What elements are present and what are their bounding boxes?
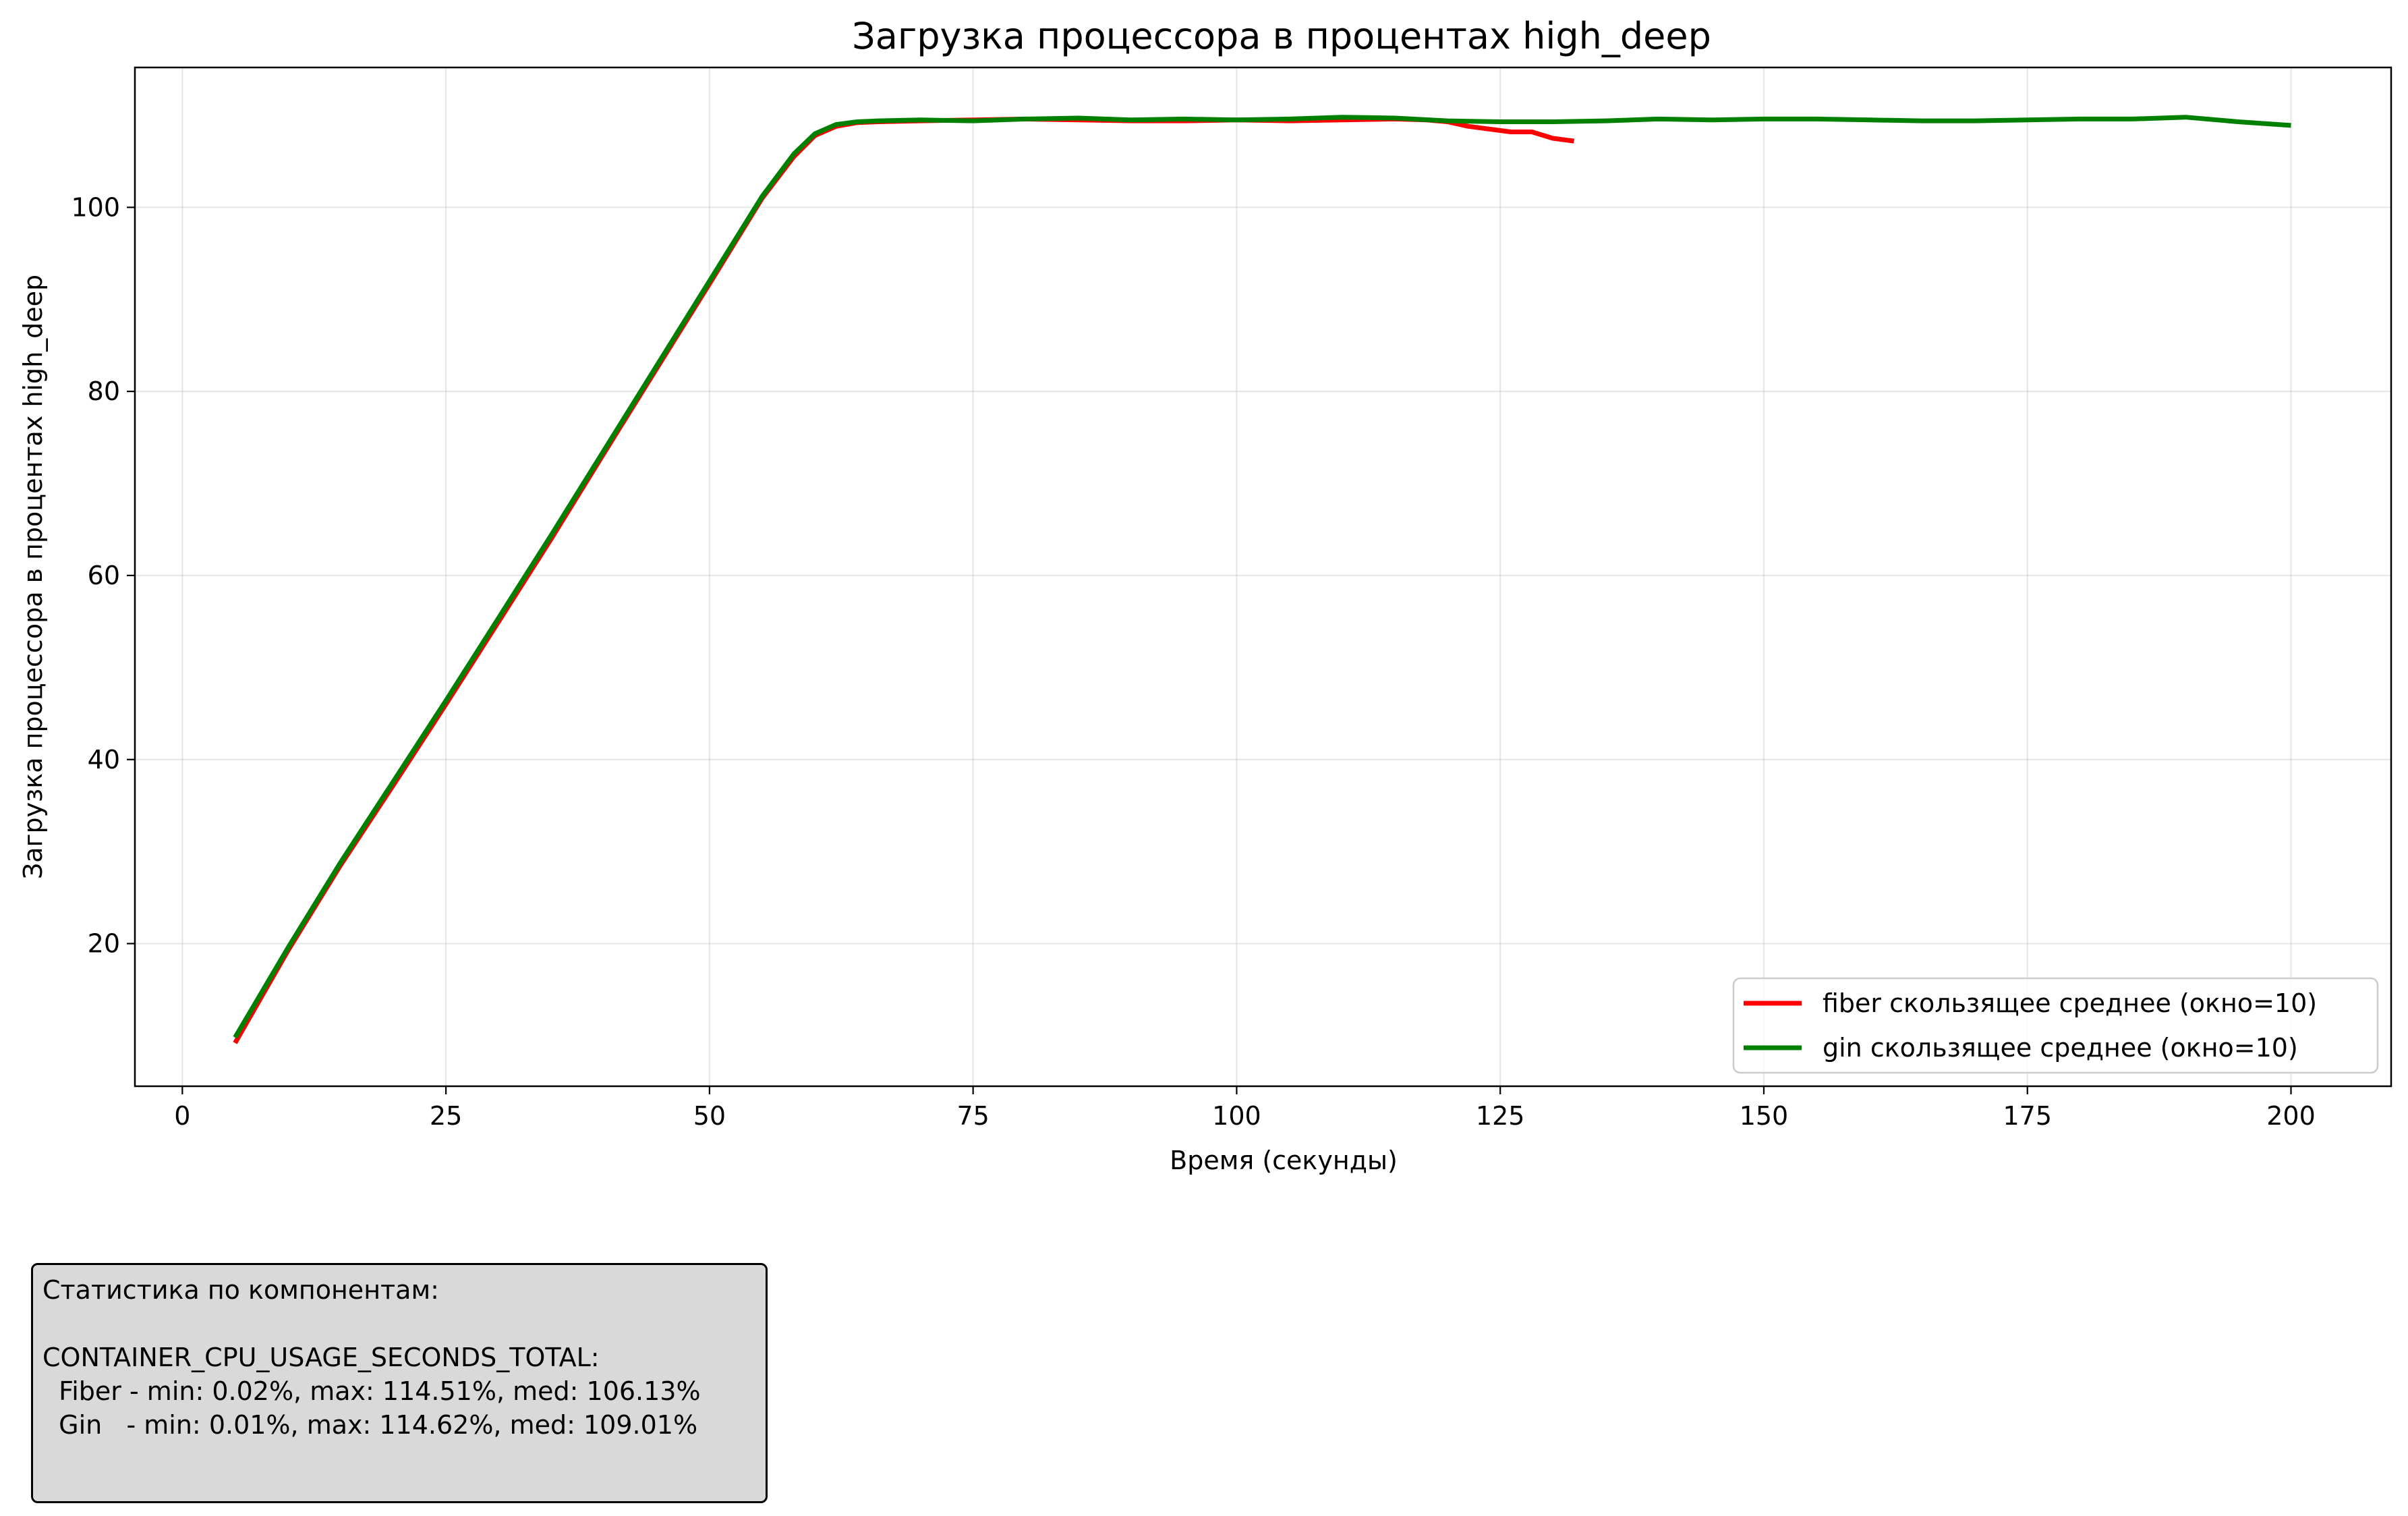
- legend-label-fiber: fiber скользящее среднее (окно=10): [1823, 988, 2317, 1018]
- stats-heading: Статистика по компонентам:: [42, 1275, 439, 1305]
- legend-label-gin: gin скользящее среднее (окно=10): [1823, 1033, 2298, 1063]
- x-tick-label: 150: [1740, 1101, 1789, 1131]
- stats-fiber-line: Fiber - min: 0.02%, max: 114.51%, med: 1…: [42, 1376, 701, 1406]
- y-tick-label: 60: [88, 561, 120, 590]
- x-tick-label: 100: [1212, 1101, 1261, 1131]
- plot-area-frame: [134, 66, 2392, 1088]
- y-tick-label: 80: [88, 376, 120, 406]
- legend-frame: [1732, 977, 2379, 1074]
- x-tick-label: 50: [693, 1101, 726, 1131]
- y-tick-label: 100: [71, 192, 120, 222]
- x-tick-label: 175: [2003, 1101, 2052, 1131]
- stats-spacer: [42, 1307, 756, 1341]
- series-line-fiber: [233, 116, 1575, 1044]
- chart-title: Загрузка процессора в процентах high_dee…: [852, 15, 1711, 57]
- y-tick-label: 40: [88, 745, 120, 775]
- stats-metric-name: CONTAINER_CPU_USAGE_SECONDS_TOTAL:: [42, 1343, 600, 1372]
- x-tick-label: 25: [430, 1101, 462, 1131]
- series-line-gin: [233, 115, 2291, 1039]
- series-lines: [233, 115, 2291, 1044]
- y-axis-title: Загрузка процессора в процентах high_dee…: [18, 275, 48, 879]
- legend: fiber скользящее среднее (окно=10) gin с…: [1732, 977, 2379, 1074]
- x-axis-title: Время (секунды): [1170, 1146, 1398, 1175]
- y-tick-label: 20: [88, 929, 120, 959]
- stats-gin-line: Gin - min: 0.01%, max: 114.62%, med: 109…: [42, 1410, 698, 1440]
- x-tick-label: 75: [956, 1101, 989, 1131]
- x-tick-label: 125: [1476, 1101, 1525, 1131]
- axis-ticks: 0 25 50 75 100 125 150 175 200 20 40 60 80 100: [71, 192, 2315, 1131]
- grid: [135, 67, 2391, 1086]
- statistics-box: Статистика по компонентам: CONTAINER_CPU…: [31, 1263, 768, 1503]
- x-tick-label: 200: [2266, 1101, 2316, 1131]
- x-tick-label: 0: [174, 1101, 190, 1131]
